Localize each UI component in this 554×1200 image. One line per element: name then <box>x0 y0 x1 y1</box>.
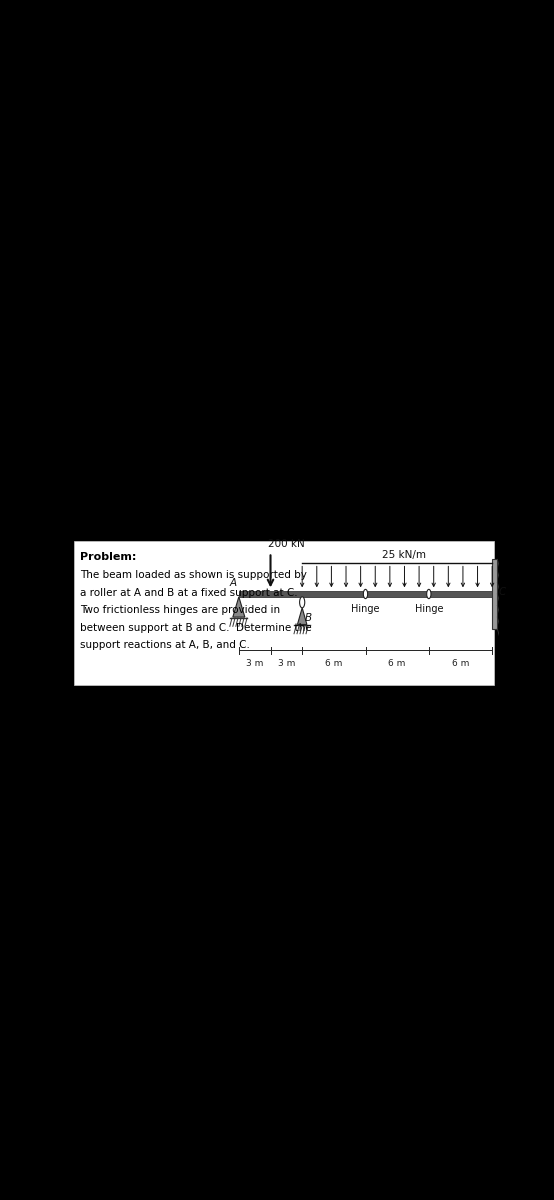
Circle shape <box>300 596 305 608</box>
Bar <box>74 541 494 684</box>
Text: 200 kN: 200 kN <box>268 539 305 548</box>
Bar <box>239 592 492 596</box>
Text: 6 m: 6 m <box>388 659 406 667</box>
Text: C: C <box>499 587 506 598</box>
Polygon shape <box>297 608 307 624</box>
Bar <box>492 559 497 629</box>
Text: The beam loaded as shown is supported by: The beam loaded as shown is supported by <box>80 570 307 580</box>
Text: 25 kN/m: 25 kN/m <box>382 550 426 559</box>
Text: support reactions at A, B, and C.: support reactions at A, B, and C. <box>80 640 250 650</box>
Text: between support at B and C.  Determine the: between support at B and C. Determine th… <box>80 623 311 632</box>
Text: A: A <box>229 578 237 588</box>
Text: 3 m: 3 m <box>278 659 295 667</box>
Text: Hinge: Hinge <box>351 604 379 614</box>
Text: a roller at A and B at a fixed support at C.: a roller at A and B at a fixed support a… <box>80 588 297 598</box>
Circle shape <box>363 589 368 599</box>
Text: 6 m: 6 m <box>452 659 469 667</box>
Polygon shape <box>233 596 245 617</box>
Circle shape <box>427 589 431 599</box>
Text: Problem:: Problem: <box>80 552 136 563</box>
Text: 6 m: 6 m <box>325 659 342 667</box>
Text: B: B <box>304 613 311 623</box>
Text: Two frictionless hinges are provided in: Two frictionless hinges are provided in <box>80 605 280 616</box>
Text: 3 m: 3 m <box>246 659 263 667</box>
Text: Hinge: Hinge <box>414 604 443 614</box>
